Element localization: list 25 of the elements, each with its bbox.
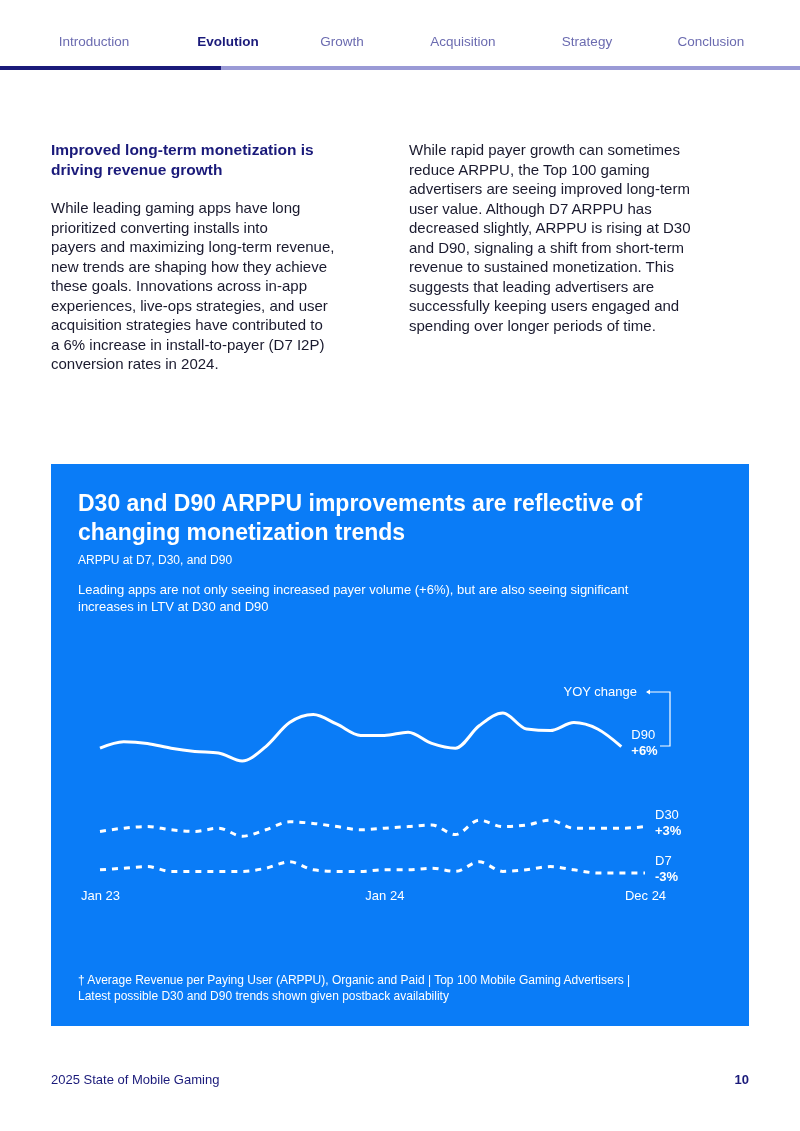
annotation: -3% — [655, 869, 679, 884]
text: YOY change — [563, 684, 637, 699]
x-tick-label: Jan 24 — [365, 888, 405, 904]
annotation: +3% — [655, 822, 682, 838]
text: Growth — [320, 34, 364, 49]
text: † Average Revenue per Paying User (ARPPU), Organic and Paid | Top 100 Mobile Gaming Advertisers | Latest possible D30 and D90 trends shown given postback availability — [78, 973, 631, 1003]
chart-title: D30 and D90 ARPPU improvements are reflective of changing monetization trends — [78, 490, 643, 545]
text: Strategy — [561, 34, 613, 49]
text: 2025 State of Mobile Gaming — [51, 1072, 220, 1087]
text: Evolution — [197, 34, 259, 49]
series-label: D90 — [631, 726, 656, 742]
text: 10 — [734, 1072, 749, 1087]
text: While rapid payer growth can sometimes reduce ARPPU, the Top 100 gaming advertisers are seeing improved long-term user value. Although D7 ARPPU has decreased slightly, ARPPU is rising at D30 and D90, signaling a shift from short-term revenue to sustained monetization. This suggests that leading advertisers are successfully keeping users engaged and spending over longer periods of time. — [409, 141, 691, 334]
text: Leading apps are not only seeing increased payer volume (+6%), but are also seeing significant increases in LTV at D30 and D90 — [78, 582, 629, 614]
chart-subtitle: ARPPU at D7, D30, and D90 — [78, 553, 233, 567]
x-tick-label: Jan 23 — [80, 888, 121, 904]
x-tick-label: Dec 24 — [624, 888, 667, 904]
series-label: D7 — [655, 853, 672, 868]
annotation: +6% — [631, 742, 659, 758]
series-label: D30 — [655, 806, 679, 822]
text: Improved long-term monetization is driving revenue growth — [51, 141, 314, 178]
text: Introduction — [58, 34, 130, 49]
text: While leading gaming apps have long prioritized converting installs into payers and maximizing long-term revenue, new trends are shaping how they achieve these goals. Innovations across in-app experiences, live-ops strategies, and user acquisition strategies have contributed to a 6% increase in install-to-payer (D7 I2P) conversion rates in 2024. — [51, 199, 335, 372]
text: Conclusion — [677, 34, 745, 49]
text: Acquisition — [430, 34, 496, 49]
